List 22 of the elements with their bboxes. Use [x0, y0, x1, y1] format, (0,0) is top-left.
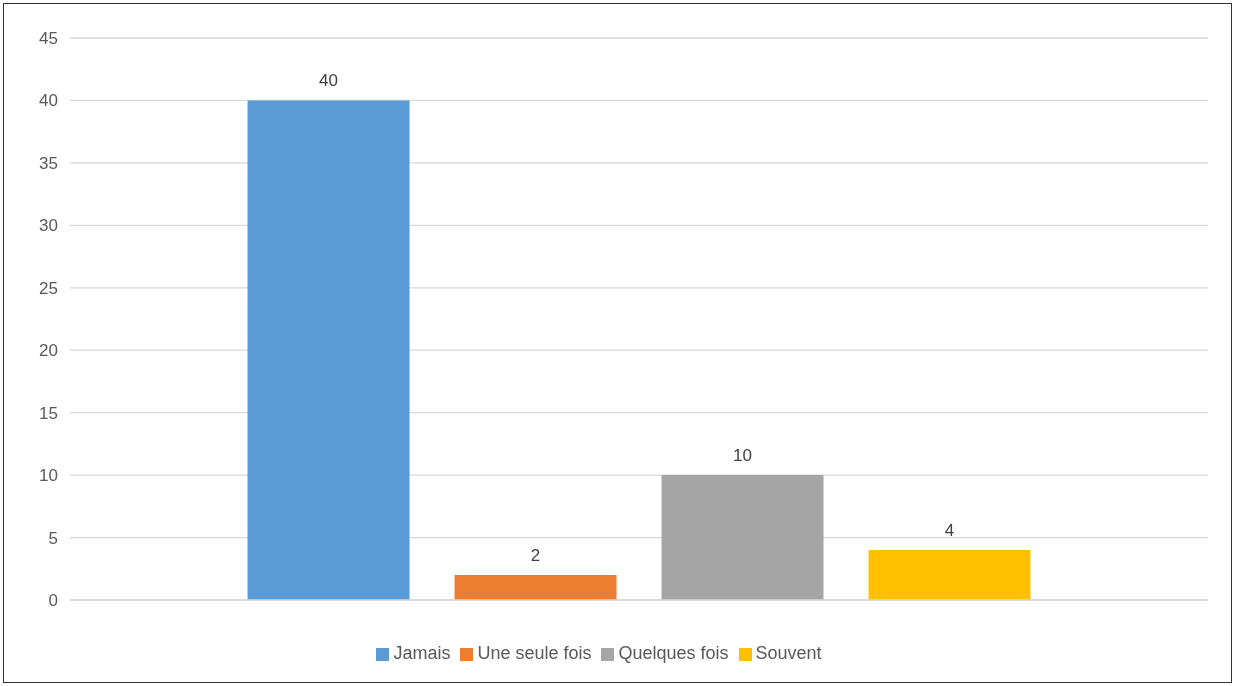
- bar: [661, 475, 824, 600]
- bar: [247, 100, 410, 600]
- y-tick-label: 35: [39, 153, 58, 173]
- legend-label: Souvent: [755, 643, 822, 663]
- data-label: 2: [530, 546, 541, 566]
- y-tick-label: 45: [39, 29, 58, 49]
- bar: [454, 575, 617, 600]
- y-tick-label: 5: [48, 528, 58, 548]
- bar: [868, 550, 1031, 600]
- y-tick-label: 30: [39, 216, 58, 236]
- data-label: 10: [733, 446, 752, 466]
- y-tick-label: 20: [39, 341, 58, 361]
- y-tick-label: 25: [39, 278, 58, 298]
- legend-label: Une seule fois: [477, 643, 592, 663]
- legend-label: Quelques fois: [618, 643, 729, 663]
- data-label: 4: [944, 521, 955, 541]
- legend-label: Jamais: [393, 643, 451, 663]
- data-label: 40: [319, 71, 338, 91]
- y-tick-label: 0: [48, 591, 58, 611]
- y-tick-label: 10: [39, 466, 58, 486]
- y-tick-label: 40: [39, 91, 58, 111]
- y-tick-label: 15: [39, 403, 58, 423]
